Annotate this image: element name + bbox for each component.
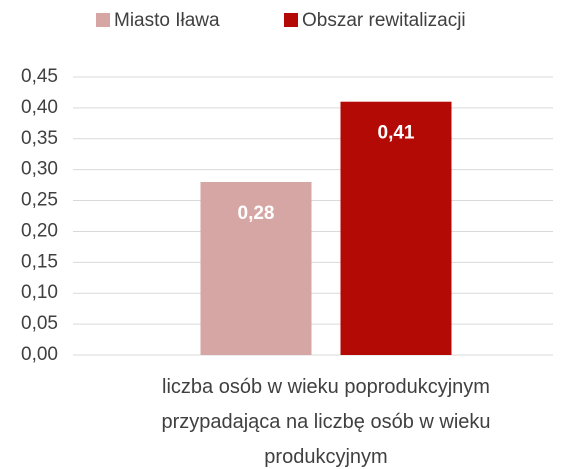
bar	[200, 182, 312, 355]
y-tick-label: 0,30	[21, 159, 58, 180]
y-tick-label: 0,25	[21, 190, 58, 211]
y-tick-label: 0,20	[21, 220, 58, 241]
y-tick-label: 0,00	[21, 344, 58, 365]
legend-label: Obszar rewitalizacji	[302, 10, 466, 31]
value-label: 0,41	[378, 123, 415, 144]
legend-swatch	[284, 13, 298, 27]
y-tick-label: 0,10	[21, 282, 58, 303]
y-tick-label: 0,35	[21, 128, 58, 149]
y-tick-label: 0,45	[21, 66, 58, 87]
bar	[340, 101, 452, 355]
y-tick-label: 0,15	[21, 251, 58, 272]
value-label: 0,28	[238, 203, 275, 224]
x-tick-label: liczba osób w wieku poprodukcyjnym przyp…	[161, 376, 491, 468]
y-tick-label: 0,05	[21, 313, 58, 334]
legend-swatch	[96, 13, 110, 27]
y-tick-label: 0,40	[21, 97, 58, 118]
legend-label: Miasto Iława	[114, 10, 220, 31]
